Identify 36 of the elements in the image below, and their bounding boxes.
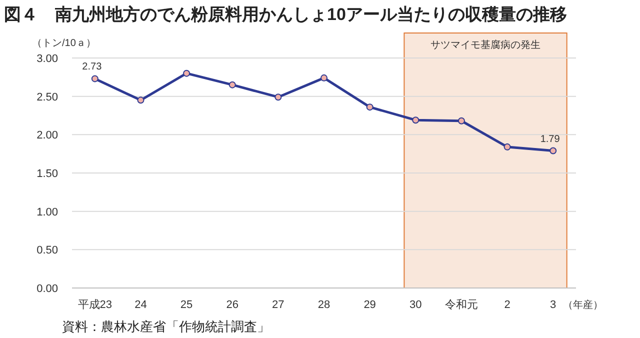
y-axis-title: （トン/10ａ） <box>32 38 96 49</box>
y-tick-label: 0.50 <box>36 244 58 257</box>
y-tick-label: 0.00 <box>36 283 58 295</box>
x-tick-label: 30 <box>410 299 422 311</box>
point <box>183 70 190 77</box>
x-tick-label: 26 <box>226 299 238 311</box>
y-tick-label: 1.50 <box>36 168 58 180</box>
chart-title: 図４ 南九州地方のでん粉原料用かんしょ10アール当たりの収穫量の推移 <box>4 5 567 24</box>
y-tick-label: 1.00 <box>36 206 58 218</box>
x-tick-label: 25 <box>180 299 193 311</box>
x-tick-label: 24 <box>134 299 147 311</box>
point <box>137 96 144 104</box>
data-label: 2.73 <box>82 62 102 73</box>
x-tick-label: 2 <box>504 299 510 311</box>
point <box>274 94 282 101</box>
point <box>550 147 557 154</box>
y-tick-label: 2.00 <box>36 130 58 142</box>
point <box>458 117 465 124</box>
x-tick-label: 令和元 <box>444 298 478 311</box>
x-axis-title: （年産） <box>563 299 604 311</box>
text: 資料：農林水産省「作物統計調査」 <box>62 319 270 334</box>
y-tick-label: 3.00 <box>36 53 58 65</box>
x-tick-label: 27 <box>272 299 284 311</box>
x-tick-label: 29 <box>364 299 376 311</box>
x-tick-label: 3 <box>550 299 556 311</box>
data-label: 1.79 <box>540 134 560 145</box>
y-tick-label: 2.50 <box>36 91 58 104</box>
point <box>228 81 236 88</box>
x-tick-label: 28 <box>318 299 330 311</box>
band-label: サツマイモ基腐病の発生 <box>430 39 541 51</box>
point <box>320 74 328 82</box>
point <box>412 116 420 124</box>
point <box>504 143 511 150</box>
x-tick-label: 平成23 <box>78 298 112 311</box>
point <box>366 104 374 111</box>
point <box>91 75 98 82</box>
